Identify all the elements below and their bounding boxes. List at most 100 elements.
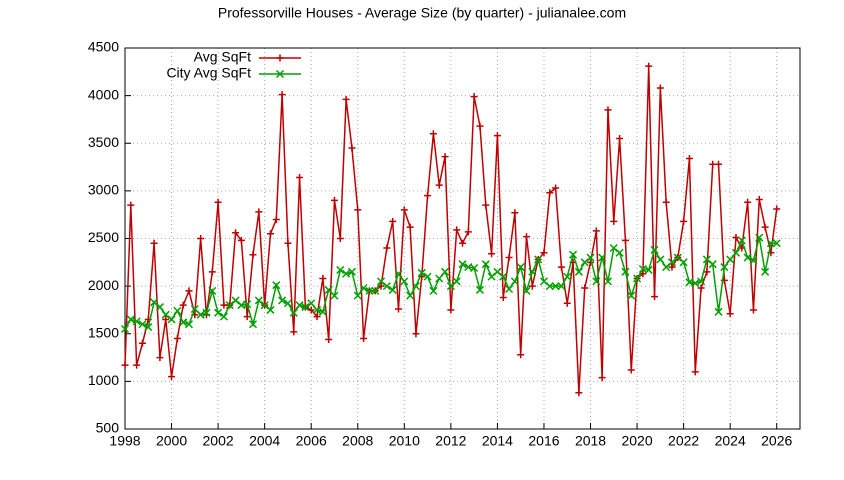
point-marker bbox=[383, 244, 391, 252]
point-marker bbox=[138, 320, 147, 329]
point-marker bbox=[382, 282, 391, 291]
x-tick-label: 2006 bbox=[296, 433, 327, 449]
point-marker bbox=[731, 248, 741, 257]
point-marker bbox=[400, 277, 409, 286]
point-marker bbox=[255, 208, 263, 216]
point-marker bbox=[202, 308, 211, 317]
point-marker bbox=[417, 268, 426, 277]
point-marker bbox=[424, 192, 432, 200]
point-marker bbox=[621, 267, 630, 276]
point-marker bbox=[680, 217, 688, 225]
point-marker bbox=[744, 198, 752, 206]
point-marker bbox=[755, 195, 763, 203]
point-marker bbox=[248, 320, 258, 329]
x-tick-label: 2014 bbox=[482, 433, 513, 449]
point-marker bbox=[772, 239, 781, 248]
point-marker bbox=[232, 229, 240, 237]
point-marker bbox=[138, 339, 146, 347]
point-marker bbox=[150, 239, 158, 247]
point-marker bbox=[510, 277, 519, 286]
x-tick-label: 2020 bbox=[621, 433, 652, 449]
point-marker bbox=[296, 174, 304, 182]
point-marker bbox=[266, 230, 274, 238]
point-marker bbox=[342, 95, 350, 103]
y-tick-label: 1000 bbox=[88, 372, 119, 388]
point-marker bbox=[470, 263, 479, 273]
point-marker bbox=[708, 260, 717, 269]
point-marker bbox=[616, 134, 624, 142]
x-tick-label: 2002 bbox=[203, 433, 234, 449]
point-marker bbox=[126, 315, 135, 324]
point-marker bbox=[400, 206, 408, 214]
x-tick-label: 2022 bbox=[668, 433, 699, 449]
y-tick-label: 3000 bbox=[88, 182, 119, 198]
point-marker bbox=[330, 291, 339, 300]
point-marker bbox=[155, 303, 164, 312]
point-marker bbox=[127, 201, 135, 209]
x-tick-label: 2012 bbox=[435, 433, 466, 449]
point-marker bbox=[470, 93, 478, 101]
point-marker bbox=[394, 305, 402, 313]
point-marker bbox=[325, 335, 333, 343]
point-marker bbox=[726, 310, 734, 318]
point-marker bbox=[307, 299, 316, 308]
point-marker bbox=[656, 255, 665, 264]
y-tick-label: 3500 bbox=[88, 134, 119, 150]
point-marker bbox=[476, 122, 484, 130]
point-marker bbox=[249, 251, 257, 259]
point-marker bbox=[214, 198, 222, 206]
chart-title: Professorville Houses - Average Size (by… bbox=[218, 5, 626, 21]
point-marker bbox=[319, 275, 327, 283]
point-marker bbox=[557, 263, 565, 271]
point-marker bbox=[275, 69, 285, 79]
point-marker bbox=[347, 267, 356, 276]
point-marker bbox=[214, 308, 223, 317]
point-marker bbox=[208, 286, 217, 295]
point-marker bbox=[406, 291, 415, 300]
point-marker bbox=[761, 267, 770, 276]
point-marker bbox=[167, 315, 176, 324]
point-marker bbox=[726, 255, 735, 264]
point-marker bbox=[505, 254, 513, 262]
point-marker bbox=[662, 198, 670, 206]
point-marker bbox=[691, 279, 700, 288]
point-marker bbox=[313, 313, 321, 321]
point-marker bbox=[162, 315, 170, 323]
point-marker bbox=[196, 310, 205, 319]
point-marker bbox=[120, 324, 130, 334]
point-marker bbox=[592, 277, 601, 286]
point-marker bbox=[219, 312, 228, 321]
point-marker bbox=[312, 305, 322, 314]
point-marker bbox=[365, 286, 374, 295]
point-marker bbox=[552, 184, 560, 192]
point-marker bbox=[318, 307, 327, 316]
point-marker bbox=[610, 217, 618, 225]
point-marker bbox=[604, 106, 612, 114]
y-tick-label: 4000 bbox=[88, 86, 119, 102]
point-marker bbox=[575, 389, 583, 397]
point-marker bbox=[243, 300, 252, 309]
point-marker bbox=[237, 236, 245, 244]
point-marker bbox=[621, 236, 629, 244]
point-marker bbox=[574, 267, 583, 276]
y-tick-label: 1500 bbox=[88, 324, 119, 340]
point-marker bbox=[185, 287, 193, 295]
point-marker bbox=[243, 313, 251, 321]
x-tick-label: 2010 bbox=[389, 433, 420, 449]
point-marker bbox=[173, 306, 182, 315]
point-marker bbox=[534, 255, 543, 264]
point-marker bbox=[651, 293, 659, 301]
point-marker bbox=[749, 256, 758, 265]
point-marker bbox=[197, 235, 205, 242]
point-marker bbox=[650, 245, 659, 254]
point-marker bbox=[173, 335, 181, 343]
point-marker bbox=[697, 277, 706, 286]
point-marker bbox=[295, 301, 304, 310]
point-marker bbox=[458, 260, 467, 269]
point-marker bbox=[441, 153, 449, 161]
point-marker bbox=[685, 154, 693, 162]
point-marker bbox=[773, 205, 781, 213]
point-marker bbox=[581, 284, 589, 292]
point-marker bbox=[523, 233, 531, 241]
legend-label: Avg SqFt bbox=[194, 49, 251, 65]
